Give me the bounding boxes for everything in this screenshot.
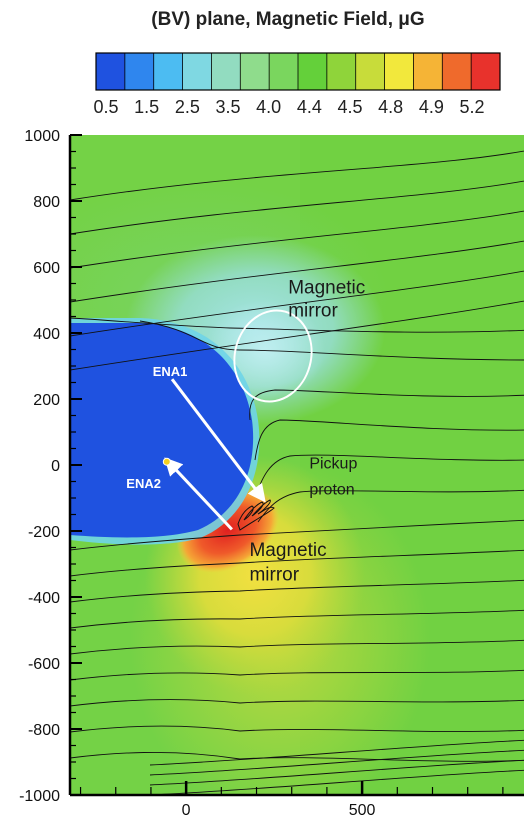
field-line: [70, 699, 524, 707]
annotation-label: mirror: [249, 565, 299, 586]
colorbar-swatch: [240, 53, 270, 90]
y-tick-label: 1000: [24, 128, 60, 145]
y-tick-label: 400: [33, 326, 60, 343]
x-tick-label: 0: [182, 802, 191, 817]
colorbar-swatch: [471, 53, 501, 90]
annotation-label: ENA1: [153, 364, 188, 379]
ena-arrow: [164, 457, 233, 531]
colorbar-frame: [95, 52, 501, 91]
proton-orbit: [237, 499, 275, 531]
field-line: [70, 519, 524, 551]
field-line: [254, 419, 524, 461]
y-tick-label: 0: [51, 458, 60, 475]
colorbar-label: 2.5: [175, 97, 200, 117]
colorbar-swatch: [384, 53, 414, 90]
field-line: [70, 210, 524, 269]
colorbar-swatch: [413, 53, 443, 90]
plot-area: [70, 135, 524, 795]
annotation-label: ENA2: [126, 476, 161, 491]
colorbar-label: 4.4: [297, 97, 322, 117]
field-line: [70, 270, 524, 337]
colorbar-label: 1.5: [134, 97, 159, 117]
ena-point: [162, 457, 171, 466]
field-line: [70, 639, 524, 655]
colorbar-swatch: [96, 53, 126, 90]
field-line: [70, 579, 524, 603]
colorbar-swatch: [182, 53, 212, 90]
field-line: [70, 317, 524, 333]
annotation-label: Magnetic: [249, 540, 326, 561]
field-line: [70, 609, 524, 629]
colorbar-label: 4.0: [256, 97, 281, 117]
y-tick-label: 800: [33, 194, 60, 211]
field-line: [139, 320, 524, 361]
y-tick-label: -200: [28, 524, 60, 541]
colorbar-swatch: [442, 53, 472, 90]
x-tick-label: 500: [349, 802, 376, 817]
colorbar-swatch: [326, 53, 357, 90]
colorbar-swatch: [153, 53, 184, 90]
y-tick-label: -1000: [19, 788, 60, 805]
ena-points: [162, 457, 171, 466]
field-line: [249, 389, 524, 421]
field-line: [257, 489, 524, 523]
annotation-label: Pickup: [309, 455, 357, 472]
low-field-cavity: [70, 323, 254, 538]
field-line: [70, 180, 524, 235]
colorbar-label: 0.5: [93, 97, 118, 117]
chart-title: (BV) plane, Magnetic Field, μG: [151, 9, 424, 30]
colorbar-label: 4.8: [378, 97, 403, 117]
field-streamlines: [70, 150, 524, 795]
field-line: [70, 240, 524, 303]
y-tick-label: -400: [28, 590, 60, 607]
colorbar-swatch: [298, 53, 328, 90]
y-tick-label: 200: [33, 392, 60, 409]
colorbar-swatch: [124, 53, 155, 90]
colorbar-swatch: [355, 53, 386, 90]
ena-arrows: [164, 378, 266, 531]
colorbar-swatch: [211, 53, 241, 90]
ena-arrow: [170, 378, 266, 503]
field-line: [70, 725, 524, 733]
field-line: [70, 549, 524, 577]
x-axis-ticks: 0 500: [79, 781, 504, 817]
field-line: [149, 749, 524, 776]
magnetic-mirror-outline: [233, 309, 313, 403]
field-line: [149, 759, 524, 786]
field-line: [149, 769, 524, 795]
annotation-label: proton: [309, 482, 354, 499]
y-tick-label: 600: [33, 260, 60, 277]
y-axis-ticks: 1000 800 600 400 200 0 -200 -400 -600 -800 -1000: [19, 128, 82, 805]
field-line: [70, 150, 524, 201]
field-line: [70, 669, 524, 681]
colorbar-label: 4.5: [337, 97, 362, 117]
colorbar-swatch: [269, 53, 299, 90]
annotation-label: Magnetic: [288, 277, 365, 298]
colorbar-labels: 0.5 1.5 2.5 3.5 4.0 4.4 4.5 4.8 4.9 5.2: [93, 97, 484, 117]
y-tick-label: -600: [28, 656, 60, 673]
field-line: [70, 300, 524, 371]
colorbar-label: 5.2: [459, 97, 484, 117]
annotation-label: mirror: [288, 301, 338, 322]
field-line: [149, 739, 524, 766]
colorbar: [95, 52, 501, 91]
colorbar-label: 3.5: [215, 97, 240, 117]
field-line: [255, 454, 524, 496]
y-tick-label: -800: [28, 722, 60, 739]
annotations: Magnetic mirror Magnetic mirror Pickup proton…: [126, 277, 365, 585]
colorbar-label: 4.9: [419, 97, 444, 117]
